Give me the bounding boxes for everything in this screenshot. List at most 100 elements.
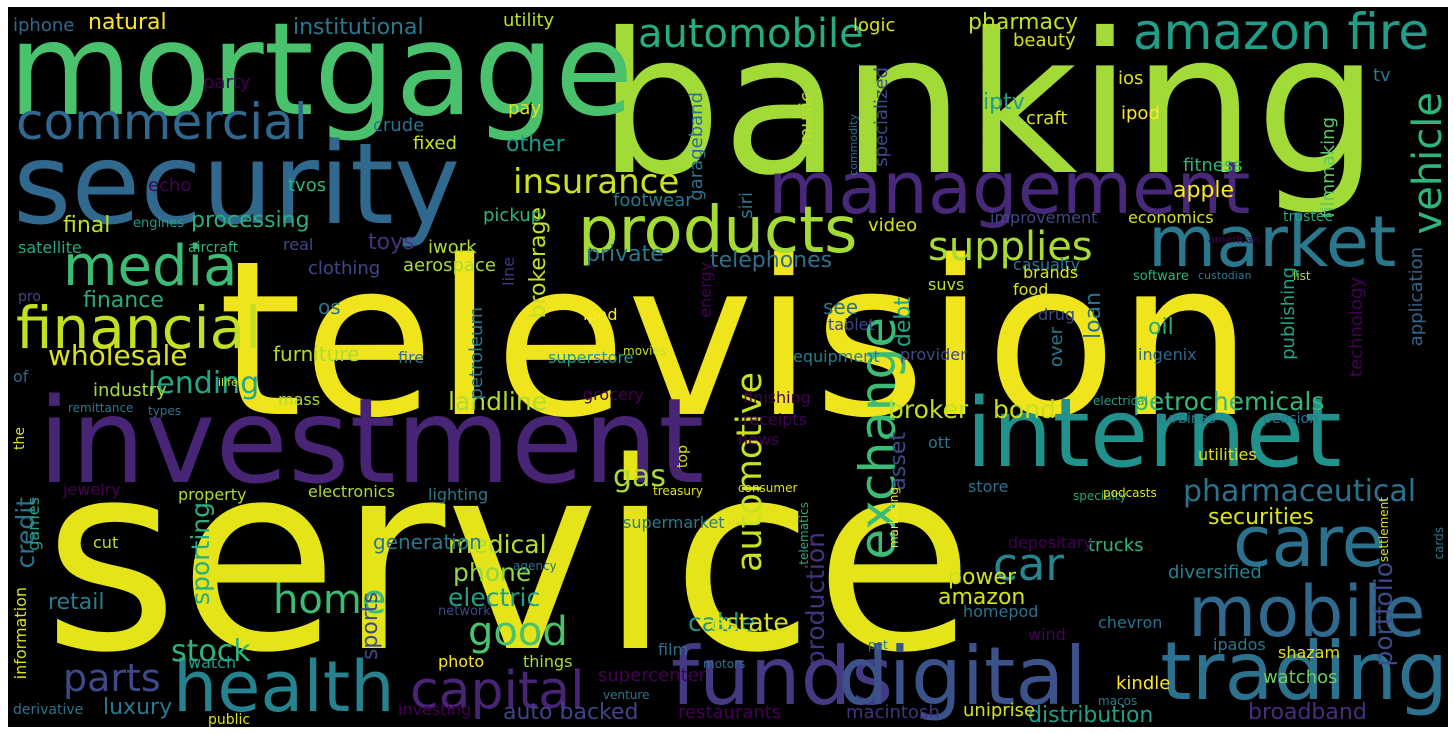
cloud-word: vehicle [1405, 92, 1448, 235]
cloud-word: health [173, 646, 395, 727]
cloud-word: things [523, 652, 573, 671]
cloud-word: digital [838, 630, 1087, 723]
cloud-word: software [1133, 269, 1189, 284]
cloud-word: landline [448, 387, 548, 416]
cloud-word: products [578, 194, 858, 268]
cloud-word: insurance [513, 162, 680, 202]
cloud-word: gas [613, 459, 667, 494]
cloud-word: macintosh [846, 702, 940, 723]
cloud-word: casualty [1013, 255, 1081, 274]
cloud-word: private [586, 242, 664, 267]
cloud-word: turbines [1158, 411, 1216, 427]
cloud-word: lighting [428, 485, 489, 504]
cloud-word: top [675, 445, 691, 468]
cloud-word: medical [448, 530, 547, 559]
cloud-word: craft [1026, 108, 1068, 129]
cloud-word: oil [1148, 315, 1174, 340]
cloud-word: funds [671, 630, 894, 723]
cloud-word: custodian [1198, 269, 1252, 282]
cloud-word: shazam [1278, 643, 1341, 662]
cloud-word: drug [1038, 305, 1076, 324]
cloud-word: ilife [218, 376, 238, 389]
cloud-word: wholesale [48, 339, 188, 372]
cloud-word: iphone [13, 15, 75, 36]
cloud-word: auto backed [503, 700, 639, 725]
cloud-word: capital [410, 661, 585, 721]
cloud-word: trucks [1088, 535, 1144, 556]
cloud-word: broadband [1248, 700, 1367, 725]
word-cloud: service television banking mortgage investme… [8, 7, 1448, 727]
cloud-word: specialty [1073, 489, 1127, 503]
cloud-word: watchos [1263, 667, 1338, 688]
cloud-word: echo [148, 175, 192, 196]
cloud-word: american [1208, 233, 1260, 246]
cloud-word: cards [1432, 527, 1446, 560]
cloud-word: wind [1028, 625, 1066, 644]
cloud-word: remittance [68, 401, 134, 415]
cloud-word: finishing [743, 388, 811, 407]
cloud-word: cut [93, 533, 119, 552]
cloud-word: supermarket [623, 513, 725, 532]
cloud-word: generation [373, 530, 482, 554]
cloud-word: derivative [13, 702, 84, 718]
cloud-word: estate [710, 608, 789, 637]
cloud-word: phone [453, 558, 532, 587]
cloud-word: macos [1098, 694, 1138, 708]
cloud-word: broker [888, 395, 969, 424]
cloud-word: automobile [638, 11, 864, 57]
cloud-word: commercial [16, 93, 308, 151]
cloud-word: application [1406, 247, 1427, 347]
cloud-word: natural [88, 10, 167, 35]
cloud-word: electric [448, 583, 541, 612]
cloud-word: bond [993, 395, 1056, 424]
cloud-word: store [968, 477, 1009, 496]
cloud-word: list [1293, 269, 1311, 283]
cloud-word: clothing [308, 258, 381, 279]
cloud-word: telephones [710, 248, 833, 273]
cloud-word: network [438, 604, 491, 619]
cloud-word: treasury [653, 484, 704, 498]
cloud-word: mortgage [8, 7, 634, 145]
cloud-word: os [318, 295, 341, 319]
cloud-word: industry [93, 380, 167, 401]
cloud-word: pro [18, 289, 41, 305]
cloud-word: ipad [583, 305, 618, 324]
cloud-word: tablet [828, 315, 875, 334]
cloud-word: other [506, 132, 565, 157]
cloud-word: ingenix [1138, 345, 1197, 364]
cloud-word: asset [886, 432, 911, 491]
cloud-word: institutional [293, 15, 424, 40]
cloud-word: fitness [1183, 155, 1243, 176]
cloud-word: sporting [186, 502, 215, 605]
cloud-word: specialized [871, 67, 892, 167]
cloud-word: of [13, 367, 29, 386]
cloud-word: suvs [928, 275, 965, 294]
cloud-word: photo [438, 652, 485, 671]
cloud-word: receipts [743, 410, 807, 429]
cloud-word: news [738, 430, 780, 449]
cloud-word: investment [38, 372, 705, 510]
cloud-word: beauty [1013, 30, 1076, 51]
cloud-word: types [148, 404, 182, 418]
cloud-word: apple [1173, 178, 1235, 203]
cloud-word: public [208, 712, 251, 727]
cloud-word: ipod [1121, 103, 1160, 124]
cloud-word: improvement [990, 208, 1098, 227]
cloud-word: energy [696, 262, 715, 318]
cloud-word: homepod [963, 602, 1039, 621]
cloud-word: consumer [738, 481, 798, 495]
cloud-word: real [283, 235, 314, 254]
cloud-word: ott [928, 433, 951, 452]
cloud-word: aircraft [188, 240, 239, 256]
cloud-word: management [768, 146, 1251, 230]
cloud-word: media [63, 234, 238, 299]
cloud-word: restaurants [678, 702, 782, 723]
cloud-word: venture [603, 688, 650, 702]
cloud-word: engines [133, 216, 185, 231]
cloud-word: mass [278, 390, 321, 409]
cloud-word: watch [188, 653, 237, 672]
cloud-word: iwork [428, 237, 477, 258]
cloud-word: debt [891, 297, 916, 348]
cloud-word: loan [1081, 292, 1106, 339]
cloud-word: finance [83, 288, 164, 313]
